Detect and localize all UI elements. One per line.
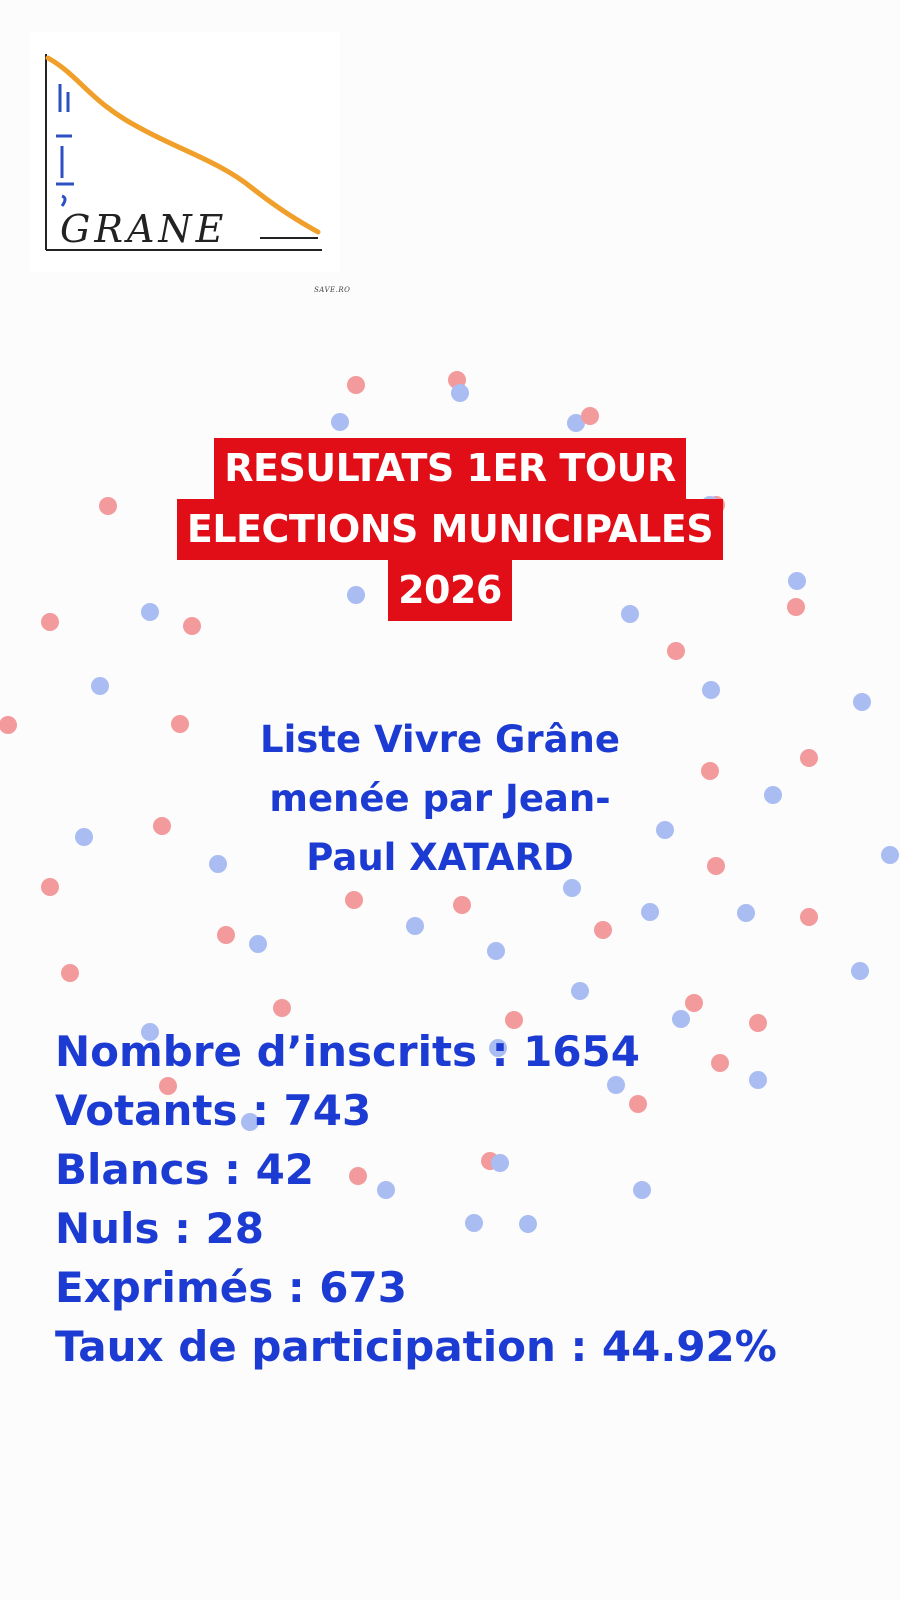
blue-dot	[209, 855, 227, 873]
red-dot	[217, 926, 235, 944]
blue-dot	[737, 904, 755, 922]
blue-dot	[633, 1181, 651, 1199]
blue-dot	[91, 677, 109, 695]
red-dot	[701, 762, 719, 780]
list-line-1: Liste Vivre Grâne	[260, 718, 620, 761]
stat-nuls: Nuls : 28	[55, 1204, 264, 1253]
blue-dot	[347, 586, 365, 604]
red-dot	[581, 407, 599, 425]
grane-logo-graphic: GRANE	[45, 54, 322, 251]
red-dot	[345, 891, 363, 909]
blue-dot	[563, 879, 581, 897]
red-dot	[273, 999, 291, 1017]
red-dot	[787, 598, 805, 616]
red-dot	[800, 749, 818, 767]
blue-dot	[249, 935, 267, 953]
red-dot	[749, 1014, 767, 1032]
blue-dot	[451, 384, 469, 402]
red-dot	[707, 857, 725, 875]
title-line-2: ELECTIONS MUNICIPALES	[176, 499, 724, 560]
blue-dot	[881, 846, 899, 864]
blue-dot	[487, 942, 505, 960]
red-dot	[349, 1167, 367, 1185]
blue-dot	[764, 786, 782, 804]
blue-dot	[241, 1113, 259, 1131]
stat-votants: Votants : 743	[55, 1086, 372, 1135]
red-dot	[453, 896, 471, 914]
blue-dot	[853, 693, 871, 711]
blue-dot	[331, 413, 349, 431]
red-dot	[61, 964, 79, 982]
red-dot	[171, 715, 189, 733]
blue-dot	[621, 605, 639, 623]
red-dot	[347, 376, 365, 394]
stat-exprimes: Exprimés : 673	[55, 1263, 407, 1312]
blue-dot	[519, 1215, 537, 1233]
blue-dot	[607, 1076, 625, 1094]
blue-dot	[489, 1039, 507, 1057]
results-title-banner: RESULTATS 1ER TOUR ELECTIONS MUNICIPALES…	[0, 438, 900, 621]
red-dot	[711, 1054, 729, 1072]
blue-dot	[75, 828, 93, 846]
red-dot	[800, 908, 818, 926]
red-dot	[41, 878, 59, 896]
blue-dot	[491, 1154, 509, 1172]
blue-dot	[702, 681, 720, 699]
blue-dot	[141, 1023, 159, 1041]
red-dot	[685, 994, 703, 1012]
logo-lettering: GRANE	[60, 207, 227, 251]
red-dot	[667, 642, 685, 660]
blue-dot	[406, 917, 424, 935]
blue-dot	[851, 962, 869, 980]
blue-dot	[571, 982, 589, 1000]
red-dot	[629, 1095, 647, 1113]
blue-dot	[749, 1071, 767, 1089]
list-name: Liste Vivre Grâne menée par Jean- Paul X…	[200, 710, 680, 887]
list-line-3: Paul XATARD	[306, 836, 574, 879]
stat-blancs: Blancs : 42	[55, 1145, 315, 1194]
grane-logo: GRANE SAVE.RO	[30, 32, 350, 294]
list-line-2: menée par Jean-	[269, 777, 611, 820]
blue-dot	[141, 603, 159, 621]
red-dot	[0, 716, 17, 734]
red-dot	[41, 613, 59, 631]
logo-signature: SAVE.RO	[314, 286, 351, 294]
blue-dot	[641, 903, 659, 921]
blue-dot	[672, 1010, 690, 1028]
blue-dot	[788, 572, 806, 590]
election-stats: Nombre d’inscrits : 1654 Votants : 743 B…	[55, 1022, 777, 1376]
red-dot	[99, 497, 117, 515]
blue-dot	[567, 414, 585, 432]
blue-dot	[656, 821, 674, 839]
blue-dot	[465, 1214, 483, 1232]
red-dot	[153, 817, 171, 835]
red-dot	[183, 617, 201, 635]
stat-participation: Taux de participation : 44.92%	[55, 1322, 777, 1371]
blue-dot	[377, 1181, 395, 1199]
red-dot	[505, 1011, 523, 1029]
red-dot	[594, 921, 612, 939]
stat-inscrits: Nombre d’inscrits : 1654	[55, 1027, 640, 1076]
red-dot	[159, 1077, 177, 1095]
title-line-1: RESULTATS 1ER TOUR	[214, 438, 686, 499]
title-line-3: 2026	[388, 560, 512, 621]
